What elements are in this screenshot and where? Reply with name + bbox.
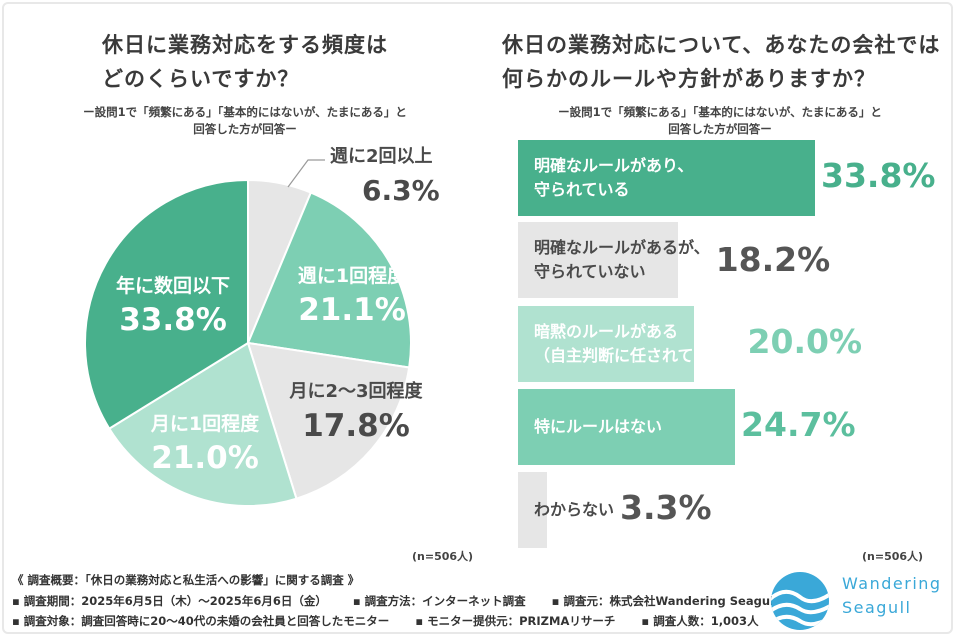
bar-title-line1: 休日の業務対応について、あなたの会社では	[502, 33, 941, 57]
bar-title-line2: 何らかのルールや方針がありますか？	[502, 67, 876, 91]
pie-label-1-name: 週に1回程度	[297, 265, 407, 287]
bar-3-label-line1: 特にルールはない	[534, 417, 663, 436]
bar-1-label-line1: 明確なルールがあるが、	[534, 238, 710, 257]
pie-label-3-name: 月に1回程度	[150, 413, 260, 435]
bar-4-label-line1: わからない	[534, 500, 615, 519]
footer-organizer: ▪ 調査元：株式会社Wandering Seagull	[551, 594, 778, 608]
pie-subnote-line1: ー設問1で「頻繁にある」「基本的にはないが、たまにある」と	[83, 105, 407, 119]
pie-label-1-value: 21.1%	[298, 292, 406, 328]
footer-period: ▪ 調査期間：2025年6月5日（木）〜2025年6月6日（金）	[12, 594, 327, 608]
pie-title-line1: 休日に業務対応をする頻度は	[102, 33, 388, 57]
footer-row-1: ▪ 調査期間：2025年6月5日（木）〜2025年6月6日（金） ▪ 調査方法：…	[12, 593, 800, 609]
pie-label-2-name: 月に2〜3回程度	[289, 381, 423, 402]
pie-label-4-value: 33.8%	[119, 302, 227, 338]
pie-n-note: (n=506人)	[412, 550, 474, 563]
footer-summary: 《 調査概要：「休日の業務対応と私生活への影響」に関する調査 》	[12, 573, 360, 587]
bar-subnote-line2: 回答した方が回答ー	[668, 122, 772, 136]
footer-provider: ▪ モニター提供元：PRIZMAリサーチ	[415, 614, 616, 628]
logo-text-line2: Seagull	[842, 598, 912, 617]
pie-slice-4	[84, 178, 249, 430]
pie-slice-2	[246, 341, 411, 500]
pie-label-3-value: 21.0%	[151, 440, 259, 476]
bar-1-label: 明確なルールがあるが、 守られていない	[534, 236, 710, 284]
bar-3	[518, 389, 736, 465]
pie-label-2-value: 17.8%	[302, 408, 410, 444]
bar-2-label-line1: 暗黙のルールがある	[534, 322, 679, 341]
bar-1-value: 18.2%	[715, 240, 831, 279]
bar-1	[518, 222, 678, 298]
logo-text-line1: Wandering	[842, 574, 942, 593]
bar-0	[518, 140, 815, 216]
bar-2-label: 暗黙のルールがある （自主判断に任されている）	[534, 320, 742, 368]
bar-3-value: 24.7%	[741, 405, 856, 444]
footer-row-2: ▪ 調査対象：調査回答時に20〜40代の未婚の会社員と回答したモニター ▪ モニ…	[12, 613, 781, 629]
pie-label-2: 月に2〜3回程度 17.8%	[276, 378, 436, 446]
pie-leader-line	[287, 159, 325, 188]
footer-count: ▪ 調査人数：1,003人	[641, 614, 759, 628]
bar-1-label-line2: 守られていない	[534, 262, 646, 281]
pie-label-4: 年に数回以下 33.8%	[98, 272, 248, 340]
footer-method: ▪ 調査方法：インターネット調査	[352, 594, 526, 608]
pie-slice-1	[246, 191, 412, 369]
bar-0-label-line2: 守られている	[534, 180, 630, 199]
bar-2	[518, 306, 694, 382]
bar-4-value: 3.3%	[620, 488, 712, 527]
pie-leader-layer	[287, 159, 325, 188]
pie-chart	[84, 178, 412, 507]
bar-subnote: ー設問1で「頻繁にある」「基本的にはないが、たまにある」と 回答した方が回答ー	[500, 104, 940, 138]
pie-label-3: 月に1回程度 21.0%	[130, 410, 280, 478]
pie-slice-3	[107, 341, 298, 507]
bar-0-value: 33.8%	[821, 156, 936, 195]
pie-label-0: 週に2回以上 6.3%	[330, 143, 440, 211]
bar-3-label: 特にルールはない	[534, 415, 662, 439]
bar-0-label-line1: 明確なルールがあり、	[534, 156, 694, 175]
pie-subnote-line2: 回答した方が回答ー	[193, 122, 297, 136]
footer-target: ▪ 調査対象：調査回答時に20〜40代の未婚の会社員と回答したモニター	[12, 614, 390, 628]
pie-title-line2: どのくらいですか？	[102, 67, 300, 91]
bar-2-label-line2: （自主判断に任されている）	[534, 346, 742, 365]
bar-4-label: わからない	[534, 498, 614, 522]
bar-4	[518, 472, 547, 548]
bar-subnote-line1: ー設問1で「頻繁にある」「基本的にはないが、たまにある」と	[558, 105, 882, 119]
pie-subnote: ー設問1で「頻繁にある」「基本的にはないが、たまにある」と 回答した方が回答ー	[40, 104, 450, 138]
bar-n-note: (n=506人)	[862, 550, 924, 563]
pie-label-0-name: 週に2回以上	[330, 146, 433, 167]
pie-label-1: 週に1回程度 21.1%	[282, 262, 422, 330]
pie-label-0-value: 6.3%	[362, 174, 440, 207]
bar-0-label: 明確なルールがあり、 守られている	[534, 154, 693, 202]
logo-mark-icon	[771, 572, 829, 630]
bar-2-value: 20.0%	[747, 322, 863, 361]
pie-label-4-name: 年に数回以下	[115, 275, 230, 297]
